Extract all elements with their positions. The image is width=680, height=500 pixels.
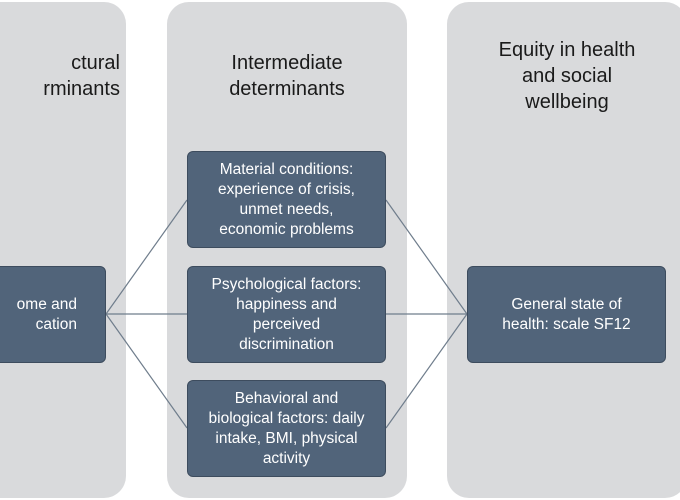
box-line: ome and (16, 295, 77, 313)
box-line: General state of (511, 295, 622, 313)
structural-title-line: ctural (71, 52, 120, 74)
intermediate-title-line: determinants (229, 78, 345, 100)
structural-column (0, 2, 126, 498)
box-line: health: scale SF12 (502, 315, 631, 333)
connector-income-material (105, 199, 188, 315)
psychological-factors-box: Psychological factors: happiness and per… (187, 266, 386, 363)
box-line: experience of crisis, (218, 180, 355, 198)
box-line: cation (35, 315, 77, 333)
box-line: unmet needs, (239, 200, 334, 218)
box-line: biological factors: daily (208, 409, 365, 427)
equity-title-line: wellbeing (525, 91, 609, 113)
box-line: Behavioral and (234, 389, 339, 407)
connector-income-behav (105, 313, 188, 429)
box-line: intake, BMI, physical (215, 429, 358, 447)
box-line: happiness and (236, 295, 337, 313)
equity-column (447, 2, 680, 498)
equity-title-line: and social (521, 65, 613, 87)
box-line: Material conditions: (219, 160, 354, 178)
income-education-box: ome and cation (0, 266, 106, 363)
general-health-box: General state of health: scale SF12 (467, 266, 666, 363)
intermediate-title-line: Intermediate (231, 52, 343, 74)
structural-column-title: ctural rminants (0, 50, 120, 102)
intermediate-column-title: Intermediate determinants (167, 50, 407, 102)
structural-title-line: rminants (43, 78, 120, 100)
box-line: discrimination (239, 335, 334, 353)
box-line: Psychological factors: (211, 275, 362, 293)
connector-behav-health (385, 313, 468, 429)
box-line: activity (262, 449, 311, 467)
connector-material-health (385, 199, 468, 315)
box-line: economic problems (219, 220, 354, 238)
equity-title-line: Equity in health (498, 39, 636, 61)
behavioral-biological-box: Behavioral and biological factors: daily… (187, 380, 386, 477)
box-line: perceived (252, 315, 321, 333)
material-conditions-box: Material conditions: experience of crisi… (187, 151, 386, 248)
equity-column-title: Equity in health and social wellbeing (447, 37, 680, 115)
